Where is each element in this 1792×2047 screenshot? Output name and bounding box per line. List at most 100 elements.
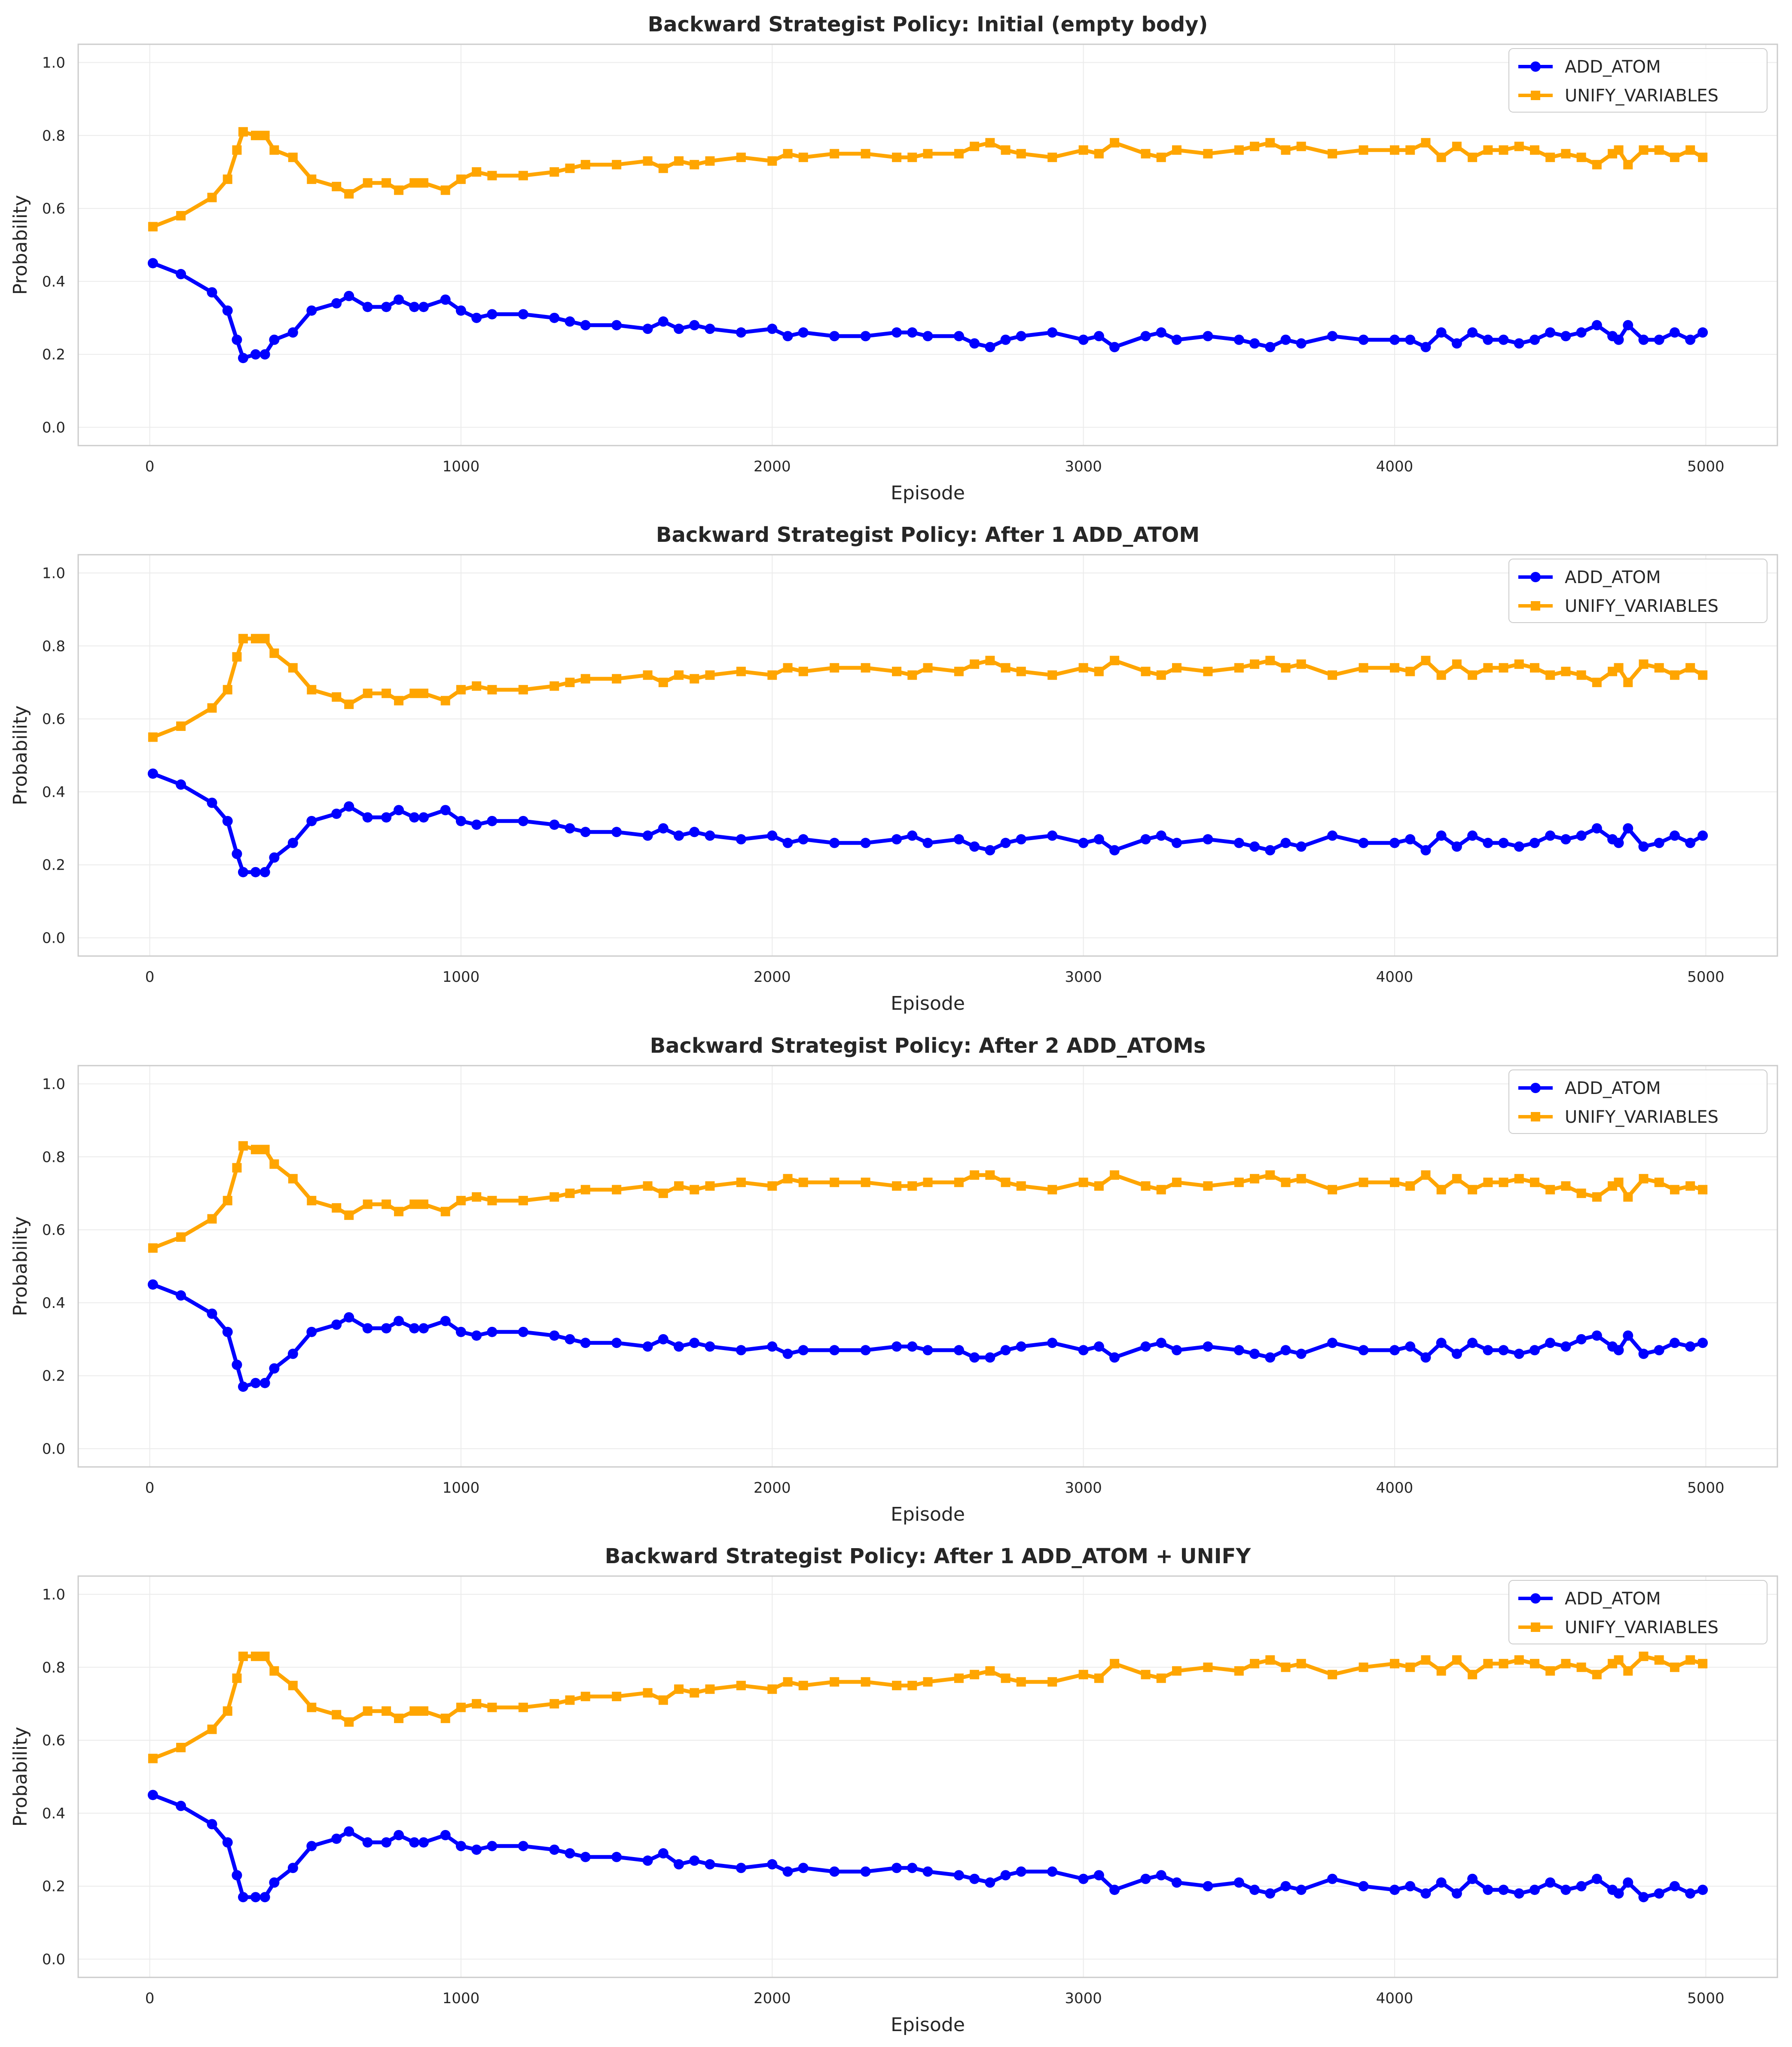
data-point: [1436, 830, 1447, 841]
data-point: [1078, 1177, 1088, 1187]
data-point: [550, 1192, 559, 1202]
data-point: [1670, 1185, 1679, 1195]
data-point: [767, 156, 777, 166]
x-tick-label: 2000: [754, 969, 791, 986]
data-point: [1327, 331, 1338, 342]
x-tick-label: 1000: [443, 1479, 480, 1497]
legend-box: [1508, 48, 1768, 113]
data-point: [1016, 1866, 1026, 1877]
y-tick-label: 0.8: [42, 1659, 65, 1676]
data-point: [518, 1702, 528, 1712]
data-point: [1613, 837, 1624, 848]
data-point: [1327, 830, 1338, 841]
data-point: [147, 258, 158, 269]
data-point: [985, 656, 995, 666]
data-point: [1560, 331, 1571, 342]
data-point: [861, 149, 870, 159]
data-point: [705, 156, 715, 166]
data-point: [409, 178, 419, 188]
data-point: [969, 338, 980, 349]
data-point: [363, 1199, 372, 1209]
data-point: [306, 1326, 317, 1337]
data-point: [1529, 837, 1540, 848]
data-point: [1576, 830, 1587, 841]
data-point: [344, 700, 354, 709]
data-point: [1359, 1662, 1368, 1672]
data-point: [1203, 1881, 1213, 1891]
data-point: [1249, 1348, 1260, 1359]
data-point: [1203, 1341, 1213, 1352]
data-point: [1047, 1185, 1057, 1195]
data-point: [1561, 149, 1571, 159]
data-point: [232, 652, 242, 662]
data-point: [1685, 1655, 1695, 1665]
x-tick-label: 5000: [1687, 1990, 1725, 2007]
data-point: [1514, 841, 1524, 852]
data-point: [830, 663, 840, 673]
data-point: [1047, 1866, 1058, 1877]
data-point: [1110, 1170, 1120, 1180]
data-point: [269, 852, 280, 863]
data-point: [1047, 153, 1057, 162]
data-point: [580, 674, 590, 684]
data-point: [1249, 841, 1260, 852]
data-point: [798, 327, 809, 338]
data-point: [1669, 830, 1680, 841]
data-point: [1328, 670, 1337, 680]
data-point: [382, 178, 391, 188]
x-axis-label: Episode: [891, 482, 965, 504]
data-point: [287, 837, 298, 848]
data-point: [344, 801, 354, 812]
data-point: [409, 812, 420, 823]
data-point: [907, 830, 918, 841]
data-point: [394, 805, 404, 816]
data-point: [1623, 320, 1633, 330]
data-point: [207, 1724, 217, 1734]
data-point: [269, 145, 279, 155]
data-point: [1576, 327, 1587, 338]
data-point: [1623, 1666, 1633, 1676]
data-point: [1545, 153, 1555, 162]
legend-marker: [1530, 1083, 1541, 1093]
data-point: [1249, 338, 1260, 349]
data-point: [238, 127, 248, 137]
data-point: [892, 1181, 902, 1191]
data-point: [1156, 1338, 1166, 1348]
data-point: [232, 145, 242, 155]
data-point: [969, 1352, 980, 1363]
data-point: [331, 1319, 342, 1330]
x-tick-label: 3000: [1065, 1479, 1102, 1497]
x-tick-label: 3000: [1065, 458, 1102, 475]
data-point: [550, 1699, 559, 1709]
data-point: [907, 327, 918, 338]
data-point: [269, 1363, 280, 1374]
data-point: [176, 1743, 186, 1753]
data-point: [1452, 1174, 1462, 1184]
data-point: [783, 663, 793, 673]
data-point: [440, 805, 451, 816]
data-point: [782, 331, 793, 342]
data-point: [643, 1688, 653, 1698]
data-point: [690, 1688, 699, 1698]
data-point: [550, 681, 559, 691]
x-tick-label: 1000: [443, 1990, 480, 2007]
data-point: [1436, 153, 1446, 162]
data-point: [922, 1345, 933, 1356]
data-point: [440, 294, 451, 305]
data-point: [394, 294, 404, 305]
data-point: [1000, 334, 1011, 345]
data-point: [288, 663, 298, 673]
data-point: [1093, 331, 1104, 342]
legend-box: [1508, 1580, 1768, 1644]
data-point: [1328, 1670, 1337, 1680]
legend-label: UNIFY_VARIABLES: [1565, 1618, 1719, 1638]
data-point: [1156, 670, 1166, 680]
data-point: [642, 1341, 653, 1352]
data-point: [176, 721, 186, 731]
data-point: [736, 1863, 746, 1873]
data-point: [1296, 338, 1307, 349]
data-point: [1623, 1192, 1633, 1202]
data-point: [783, 1677, 793, 1687]
data-point: [1654, 1177, 1664, 1187]
series-line: [151, 1144, 1705, 1250]
